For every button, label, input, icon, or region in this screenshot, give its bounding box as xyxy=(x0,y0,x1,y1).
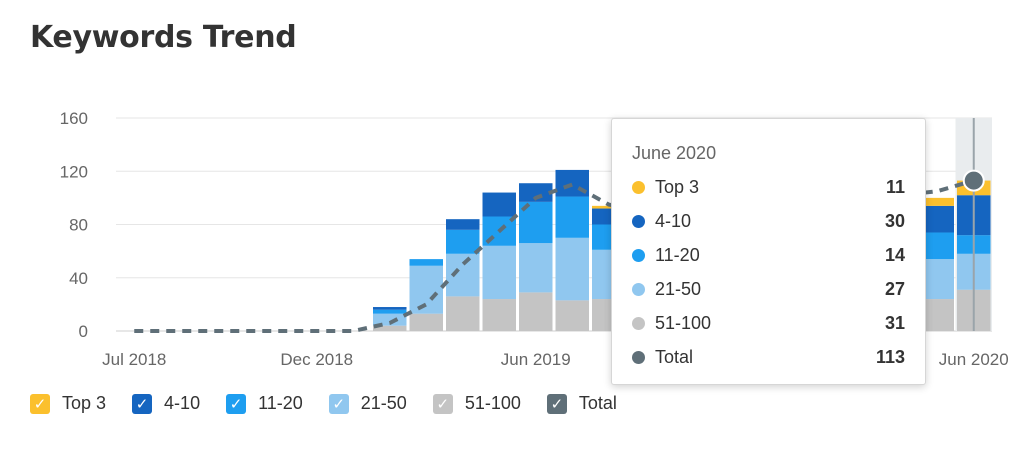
tooltip-row-total: Total 113 xyxy=(632,345,905,369)
tooltip-label: 11-20 xyxy=(655,244,700,265)
checkbox-icon[interactable]: ✓ xyxy=(328,393,349,414)
legend-label: Top 3 xyxy=(62,393,107,413)
series-dot-icon xyxy=(632,316,645,330)
tooltip-date: June 2020 xyxy=(632,143,717,163)
checkbox-icon[interactable]: ✓ xyxy=(546,393,567,414)
bar-segment xyxy=(555,237,589,301)
tooltip-row-21-50: 21-50 27 xyxy=(632,277,905,301)
total-point xyxy=(962,169,985,192)
chart-title: Keywords Trend xyxy=(30,20,297,55)
legend-label: 4-10 xyxy=(164,393,201,413)
bar-segment xyxy=(555,196,589,238)
bar-segment xyxy=(482,192,516,217)
tooltip-label: 4-10 xyxy=(655,210,692,231)
legend-item-top3[interactable]: ✓ Top 3 xyxy=(30,393,106,414)
bar-segment xyxy=(920,232,954,260)
bar-segment xyxy=(920,259,954,300)
bar-segment xyxy=(555,300,589,331)
bar-segment xyxy=(373,307,407,310)
bar-segment xyxy=(446,253,480,297)
bar-segment xyxy=(446,296,480,331)
bar-segment xyxy=(409,259,443,266)
legend-label: 51-100 xyxy=(464,393,521,413)
checkbox-icon[interactable]: ✓ xyxy=(132,393,153,414)
bar-segment xyxy=(373,313,407,326)
tooltip-row-top3: Top 3 11 xyxy=(632,175,905,199)
tooltip-label: 21-50 xyxy=(655,278,702,299)
series-dot-icon xyxy=(632,282,645,296)
x-tick-label: Jun 2019 xyxy=(501,350,571,369)
bar-segment xyxy=(519,243,553,293)
bar-segment xyxy=(373,309,407,314)
bar-segment xyxy=(519,183,553,202)
bar-segment xyxy=(920,299,954,331)
tooltip-value: 27 xyxy=(884,278,905,299)
tooltip-value: 30 xyxy=(884,210,905,231)
legend-item-21-50[interactable]: ✓ 21-50 xyxy=(328,393,407,414)
legend-item-4-10[interactable]: ✓ 4-10 xyxy=(132,393,200,414)
tooltip-label: 51-100 xyxy=(655,312,712,333)
legend-item-11-20[interactable]: ✓ 11-20 xyxy=(226,393,303,414)
tooltip-value: 14 xyxy=(884,244,905,265)
tooltip-label: Top 3 xyxy=(655,176,700,197)
bar-segment xyxy=(446,219,480,230)
tooltip-value: 11 xyxy=(885,176,905,197)
series-dot-icon xyxy=(632,214,645,228)
checkbox-icon[interactable]: ✓ xyxy=(226,393,247,414)
legend-label: Total xyxy=(578,393,617,413)
tooltip-value: 113 xyxy=(875,346,905,367)
x-tick-label: Dec 2018 xyxy=(280,350,353,369)
y-tick-label: 0 xyxy=(79,322,88,341)
bar-segment xyxy=(592,205,626,209)
legend-item-51-100[interactable]: ✓ 51-100 xyxy=(432,393,521,414)
tooltip-row-4-10: 4-10 30 xyxy=(632,209,905,233)
y-tick-label: 160 xyxy=(60,109,88,128)
tooltip-row-11-20: 11-20 14 xyxy=(632,243,905,267)
series-dot-icon xyxy=(632,180,645,194)
bar-segment xyxy=(482,245,516,300)
bar-segment xyxy=(519,292,553,331)
bar-segment xyxy=(482,299,516,331)
legend-item-total[interactable]: ✓ Total xyxy=(546,393,617,414)
chart-legend: ✓ Top 3 ✓ 4-10 ✓ 11-20 ✓ 21-50 ✓ 51-100 … xyxy=(30,393,643,414)
legend-label: 11-20 xyxy=(258,393,303,413)
tooltip-row-51-100: 51-100 31 xyxy=(632,311,905,335)
tooltip-label: Total xyxy=(655,346,694,367)
bar-segment xyxy=(409,313,443,331)
bar-segment xyxy=(920,197,954,206)
tooltip-value: 31 xyxy=(884,312,905,333)
y-tick-label: 120 xyxy=(60,162,88,181)
bar-segment xyxy=(446,229,480,254)
x-tick-label: Jul 2018 xyxy=(102,350,166,369)
y-tick-label: 40 xyxy=(69,269,88,288)
bar-segment xyxy=(373,325,407,331)
legend-label: 21-50 xyxy=(360,393,407,413)
series-dot-icon xyxy=(632,350,645,364)
chart-tooltip: June 2020 Top 3 11 4-10 30 11-20 14 21-5… xyxy=(611,118,926,385)
checkbox-icon[interactable]: ✓ xyxy=(30,393,50,414)
series-dot-icon xyxy=(632,248,645,262)
checkbox-icon[interactable]: ✓ xyxy=(432,393,453,414)
y-tick-label: 80 xyxy=(69,216,88,235)
x-tick-label: Jun 2020 xyxy=(939,350,1009,369)
bar-segment xyxy=(920,205,954,233)
